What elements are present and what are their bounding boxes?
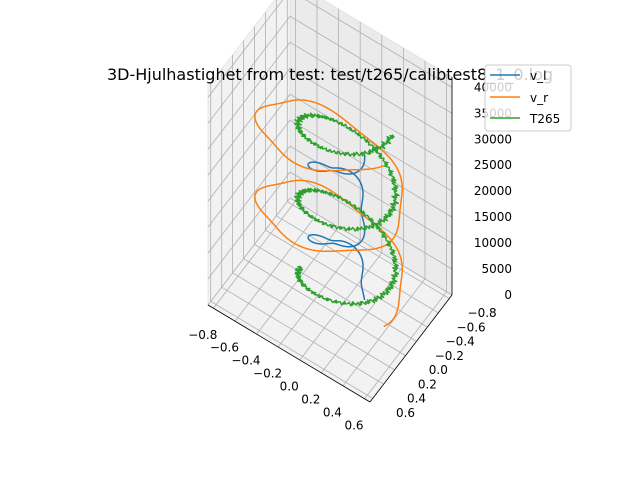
z-gridline	[207, 41, 453, 150]
x-tick-label: −0.6	[210, 341, 239, 355]
y-tick-label: 0.4	[407, 392, 426, 406]
y-tick-label: −0.4	[446, 335, 475, 349]
y-tick-label: −0.2	[435, 349, 464, 363]
z-tick-label: 5000	[481, 262, 512, 276]
x-tick-label: −0.4	[231, 354, 260, 368]
series-line-t265	[293, 112, 400, 307]
y-tick-label: 0.2	[418, 377, 437, 391]
chart-title: 3D-Hjulhastighet from test: test/t265/ca…	[107, 65, 553, 85]
z-tick-label: 10000	[474, 236, 512, 250]
z-gridline	[207, 119, 453, 228]
series-lines	[254, 99, 403, 328]
y-axis-line	[369, 294, 453, 403]
x-axis-line	[207, 304, 371, 403]
x-tick-label: 0.4	[323, 405, 342, 419]
y-tick-label: 0.6	[396, 406, 415, 420]
y-tick-label: 0.0	[429, 363, 448, 377]
y-tick-label: −0.8	[468, 306, 497, 320]
z-gridline	[207, 93, 453, 202]
z-gridline	[207, 145, 453, 254]
x-tick-label: −0.8	[188, 328, 217, 342]
grid-lines	[207, 0, 453, 403]
z-tick-label: 15000	[474, 210, 512, 224]
legend-label-t265: T265	[529, 112, 560, 126]
z-gridline	[207, 0, 453, 98]
x-tick-label: −0.2	[253, 367, 282, 381]
z-gridline	[207, 15, 453, 124]
z-tick-label: 25000	[474, 158, 512, 172]
z-tick-label: 20000	[474, 184, 512, 198]
x-tick-label: 0.2	[301, 393, 320, 407]
legend-label-v-l: v_l	[530, 69, 546, 83]
legend: v_l v_r T265	[484, 64, 572, 132]
z-gridline	[207, 67, 453, 176]
z-tick-label: 30000	[474, 132, 512, 146]
legend-label-v-r: v_r	[530, 91, 548, 105]
x-tick-label: 0.6	[344, 418, 363, 432]
z-tick-label: 0	[504, 288, 512, 302]
x-tick-label: 0.0	[280, 380, 299, 394]
legend-box	[484, 64, 572, 132]
y-tick-label: −0.6	[457, 320, 486, 334]
z-gridline	[207, 197, 453, 306]
z-gridline	[207, 171, 453, 280]
